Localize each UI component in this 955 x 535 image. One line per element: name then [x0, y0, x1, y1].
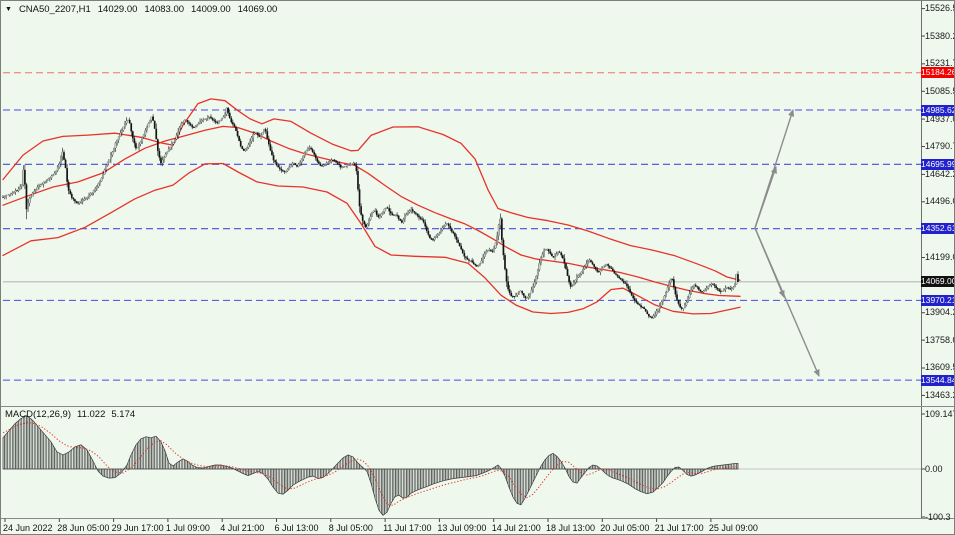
price-tick-label: 15380.25	[925, 30, 954, 41]
price-tick-label: 14496.00	[925, 196, 954, 207]
price-level-badge: 15184.26	[921, 67, 955, 79]
macd-tick-label: 109.147	[925, 408, 955, 419]
candles-bullish-core	[4, 107, 737, 318]
price-tick-label: 15231.75	[925, 58, 954, 69]
time-axis-label: 21 Jul 17:00	[654, 523, 704, 533]
time-axis-drag-zone[interactable]	[1, 519, 921, 534]
projection-arrow[interactable]	[754, 227, 820, 377]
time-axis-label: 24 Jun 2022	[3, 523, 53, 533]
macd-signal-line	[2, 422, 739, 506]
price-tick-label: 13609.50	[925, 362, 954, 373]
macd-value: 11.022	[77, 409, 106, 420]
candles-bearish	[2, 107, 739, 318]
ohlc-high: 14083.00	[144, 4, 185, 15]
price-tick-label: 14642.25	[925, 168, 954, 179]
time-axis-label: 25 Jul 09:00	[708, 523, 758, 533]
time-axis-label: 6 Jul 13:00	[274, 523, 319, 533]
macd-histogram	[2, 415, 739, 516]
price-level-badge: 14352.61	[921, 223, 955, 235]
price-pane[interactable]	[2, 72, 921, 381]
bollinger-lower-band[interactable]	[2, 162, 741, 315]
ohlc-close: 14069.00	[237, 4, 278, 15]
symbol-dropdown-icon[interactable]: ▼	[5, 6, 12, 13]
price-tick-label: 13758.00	[925, 334, 954, 345]
time-axis-label: 4 Jul 21:00	[220, 523, 265, 533]
price-level-badge: 14695.99	[921, 158, 955, 170]
symbol-timeframe-label: CNA50_2207,H1	[18, 4, 91, 15]
bollinger-middle-band[interactable]	[2, 125, 741, 297]
time-axis-label: 11 Jul 17:00	[383, 523, 432, 533]
price-level-badge: 13970.21	[921, 294, 955, 306]
ohlc-low: 14009.00	[191, 4, 231, 15]
time-axis-label: 8 Jul 05:00	[328, 523, 373, 533]
price-axis-drag-zone[interactable]	[922, 1, 954, 518]
price-tick-label: 14937.00	[925, 113, 954, 124]
price-tick-label: 15085.50	[925, 85, 954, 96]
price-tick-label: 14199.00	[925, 251, 954, 262]
projection-arrow[interactable]	[754, 109, 795, 229]
price-tick-label: 14790.75	[925, 141, 954, 152]
time-axis-label: 18 Jul 13:00	[546, 523, 596, 533]
time-axis-label: 1 Jul 09:00	[165, 523, 210, 533]
macd-tick-label: -100.3	[925, 512, 951, 522]
price-level-badge: 14069.00	[921, 276, 955, 288]
symbol-header: ▼ CNA50_2207,H1 14029.00 14083.00 14009.…	[5, 4, 277, 15]
macd-tick-label: 0.00	[925, 464, 943, 474]
time-axis-label: 28 Jun 05:00	[57, 523, 110, 533]
macd-indicator-label: MACD(12,26,9)	[5, 409, 71, 420]
macd-pane[interactable]	[2, 415, 921, 516]
time-axis-label: 29 Jun 17:00	[111, 523, 164, 533]
bollinger-upper-band[interactable]	[2, 98, 741, 281]
time-axis-label: 20 Jul 05:00	[600, 523, 650, 533]
price-level-badge: 14985.62	[921, 104, 955, 116]
price-tick-label: 13904.25	[925, 307, 954, 318]
price-tick-label: 13463.25	[925, 389, 954, 400]
price-tick-label: 15526.50	[925, 3, 954, 14]
time-axis-label: 14 Jul 21:00	[491, 523, 541, 533]
time-axis-label: 13 Jul 09:00	[437, 523, 487, 533]
ohlc-open: 14029.00	[97, 4, 138, 15]
macd-signal-value: 5.174	[111, 409, 136, 420]
price-level-badge: 13544.84	[921, 374, 955, 386]
macd-header: MACD(12,26,9) 11.022 5.174	[5, 409, 135, 420]
